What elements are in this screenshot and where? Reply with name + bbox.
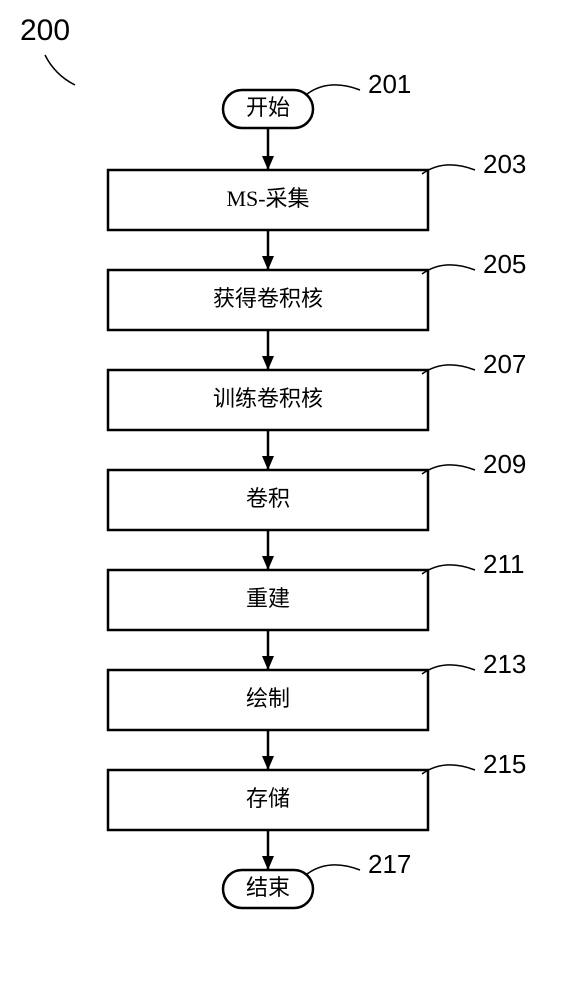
callout-leader-217 <box>307 865 360 874</box>
callout-number-215: 215 <box>483 749 526 779</box>
process-label-n207: 训练卷积核 <box>213 386 323 411</box>
callout-leader-201 <box>307 85 360 94</box>
callout-leader-209 <box>422 465 475 474</box>
callout-number-211: 211 <box>483 549 524 579</box>
figure-number-leader <box>45 55 75 85</box>
flowchart-diagram: 200 开始 201 MS-采集 203 获得卷积核 205 训练卷积核 207 卷积 209 重建 2… <box>0 0 579 1000</box>
callout-leader-205 <box>422 265 475 274</box>
process-label-n211: 重建 <box>246 586 290 611</box>
process-label-n209: 卷积 <box>246 486 290 511</box>
callout-number-209: 209 <box>483 449 526 479</box>
figure-number-label: 200 <box>20 14 70 47</box>
callout-leader-211 <box>422 565 475 574</box>
callout-leader-213 <box>422 665 475 674</box>
terminal-label-start: 开始 <box>246 95 290 120</box>
callout-number-203: 203 <box>483 149 526 179</box>
callout-number-207: 207 <box>483 349 526 379</box>
process-label-n205: 获得卷积核 <box>213 286 323 311</box>
callout-leader-203 <box>422 165 475 174</box>
callout-number-213: 213 <box>483 649 526 679</box>
process-label-n215: 存储 <box>246 786 290 811</box>
callout-number-205: 205 <box>483 249 526 279</box>
process-label-n213: 绘制 <box>246 686 290 711</box>
terminal-label-end: 结束 <box>246 875 290 900</box>
callout-number-217: 217 <box>368 849 411 879</box>
callout-leader-215 <box>422 765 475 774</box>
process-label-n203: MS-采集 <box>226 186 309 211</box>
callout-leader-207 <box>422 365 475 374</box>
callout-number-201: 201 <box>368 69 411 99</box>
